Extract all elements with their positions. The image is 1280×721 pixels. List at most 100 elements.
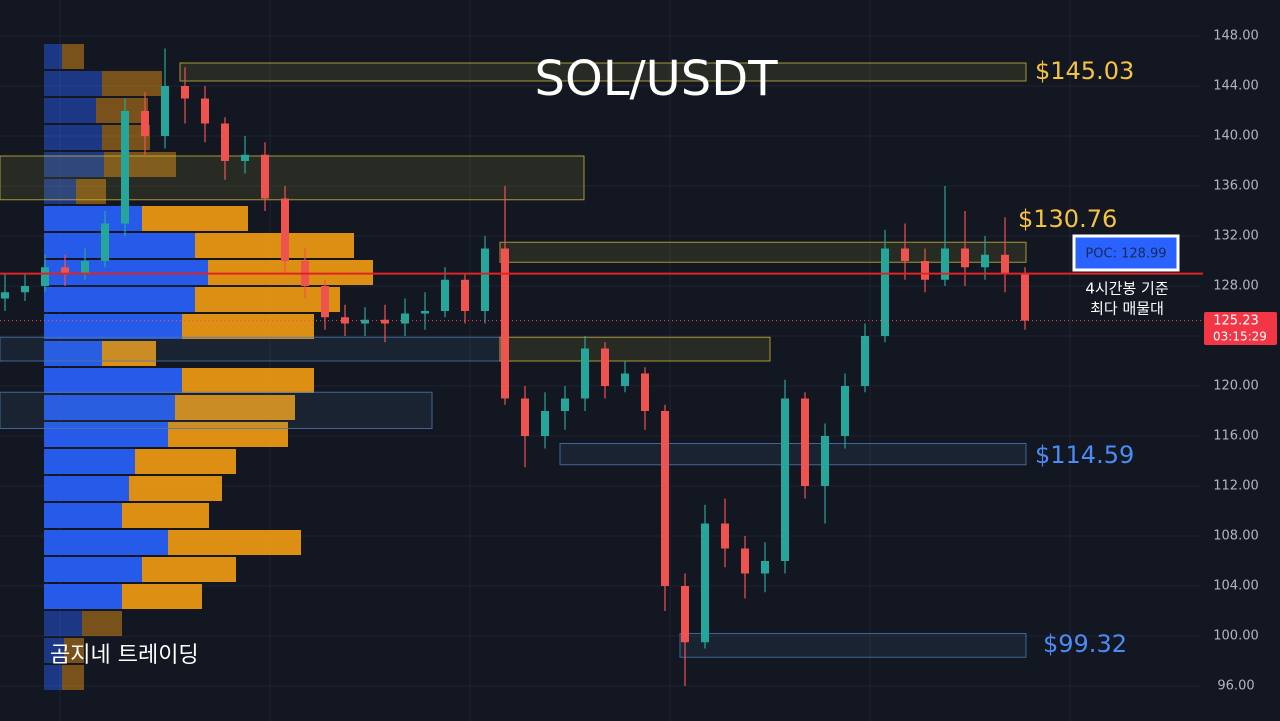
price-tag-value: 125.23 (1213, 314, 1259, 329)
candle-body (21, 286, 29, 293)
y-tick-label: 120.00 (1213, 379, 1259, 394)
candle-body (141, 111, 149, 136)
profile-buy (44, 422, 168, 447)
candle-body (221, 123, 229, 161)
candle-body (901, 248, 909, 261)
zone (0, 336, 501, 362)
candle-body (361, 319, 369, 324)
candle-body (381, 319, 389, 324)
candle-body (241, 154, 249, 161)
y-tick-label: 132.00 (1213, 229, 1259, 244)
candle-body (321, 286, 329, 318)
profile-sell (122, 503, 209, 528)
candle-body (281, 198, 289, 261)
candle-body (701, 523, 709, 643)
profile-sell (168, 422, 288, 447)
profile-sell (82, 611, 122, 636)
zone (499, 241, 1027, 263)
candle-body (1001, 254, 1009, 274)
profile-buy (44, 638, 64, 663)
candle-body (941, 248, 949, 280)
candle-body (761, 561, 769, 574)
candle-body (801, 398, 809, 486)
profile-buy (44, 98, 96, 123)
candle-body (601, 348, 609, 386)
candle-body (521, 398, 529, 436)
candle-body (61, 267, 69, 274)
candle-body (561, 398, 569, 411)
profile-buy (44, 71, 102, 96)
profile-buy (44, 341, 102, 366)
profile-sell (195, 233, 354, 258)
y-tick-label: 136.00 (1213, 179, 1259, 194)
candle-body (741, 548, 749, 574)
candle-body (121, 111, 129, 224)
candle-body (1, 292, 9, 299)
candle-body (501, 248, 509, 399)
zone (559, 443, 1027, 466)
price-annotation: $130.76 (1018, 205, 1117, 233)
candle-body (581, 348, 589, 399)
candle-body (861, 336, 869, 386)
profile-buy (44, 476, 129, 501)
candle-body (261, 154, 269, 199)
poc-box (1072, 234, 1180, 272)
y-tick-label: 128.00 (1213, 279, 1259, 294)
zone (679, 633, 1027, 658)
y-tick-label: 96.00 (1217, 679, 1254, 694)
candle-body (961, 248, 969, 268)
candle-body (881, 248, 889, 336)
profile-sell (102, 341, 156, 366)
candle-body (841, 386, 849, 436)
profile-sell (102, 71, 162, 96)
profile-buy (44, 557, 142, 582)
poc-note: 최다 매물대 (1090, 300, 1164, 318)
candle-body (41, 267, 49, 286)
candle-body (621, 373, 629, 386)
profile-buy (44, 233, 195, 258)
candle-body (721, 523, 729, 549)
candle-body (181, 86, 189, 99)
y-tick-label: 144.00 (1213, 79, 1259, 94)
profile-buy (44, 260, 208, 285)
profile-buy (44, 584, 122, 609)
y-tick-label: 116.00 (1213, 429, 1259, 444)
zone (499, 336, 771, 362)
profile-sell (182, 368, 314, 393)
y-tick-label: 108.00 (1213, 529, 1259, 544)
candle-body (401, 313, 409, 324)
candle-body (81, 261, 89, 274)
candle-body (641, 373, 649, 411)
price-annotation: $114.59 (1035, 441, 1134, 469)
poc-label: POC: 128.99 (1085, 247, 1166, 262)
price-annotation: $145.03 (1035, 57, 1134, 85)
candle-body (201, 98, 209, 124)
profile-sell (142, 557, 236, 582)
chart-title: SOL/USDT (534, 51, 778, 107)
candle-body (981, 254, 989, 268)
profile-sell (122, 584, 202, 609)
candle-body (661, 411, 669, 586)
candle-body (541, 411, 549, 436)
profile-sell (135, 449, 236, 474)
profile-buy (44, 503, 122, 528)
price-annotation: $99.32 (1043, 630, 1127, 658)
price-tag (1204, 312, 1277, 345)
candle-body (781, 398, 789, 561)
candle-body (481, 248, 489, 311)
profile-sell (182, 314, 314, 339)
candle-body (161, 86, 169, 136)
y-tick-label: 100.00 (1213, 629, 1259, 644)
y-tick-label: 112.00 (1213, 479, 1259, 494)
profile-buy (44, 395, 175, 420)
profile-sell (129, 476, 222, 501)
profile-sell (64, 638, 84, 663)
poc-note: 4시간봉 기준 (1085, 280, 1169, 298)
profile-buy (44, 287, 195, 312)
y-tick-label: 140.00 (1213, 129, 1259, 144)
price-tag-countdown: 03:15:29 (1213, 330, 1267, 344)
candle-body (821, 436, 829, 486)
candle-body (441, 279, 449, 311)
candle-body (421, 311, 429, 314)
